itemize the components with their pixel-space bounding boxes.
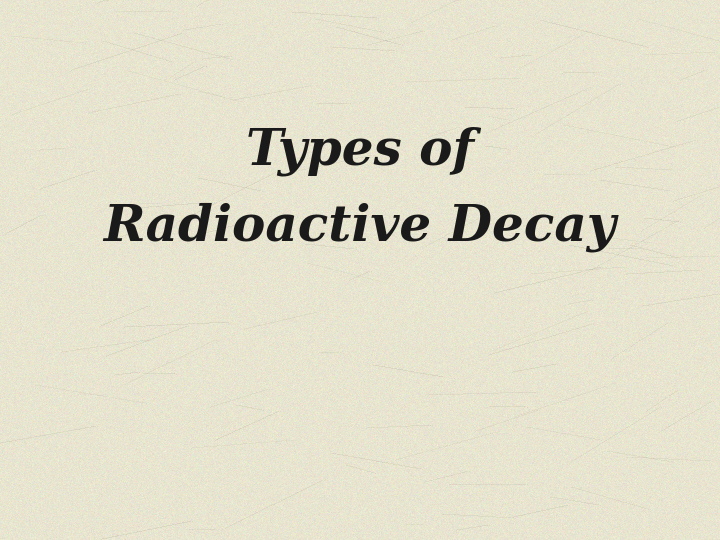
- Text: Types of: Types of: [246, 126, 474, 176]
- Text: Radioactive Decay: Radioactive Decay: [104, 202, 616, 252]
